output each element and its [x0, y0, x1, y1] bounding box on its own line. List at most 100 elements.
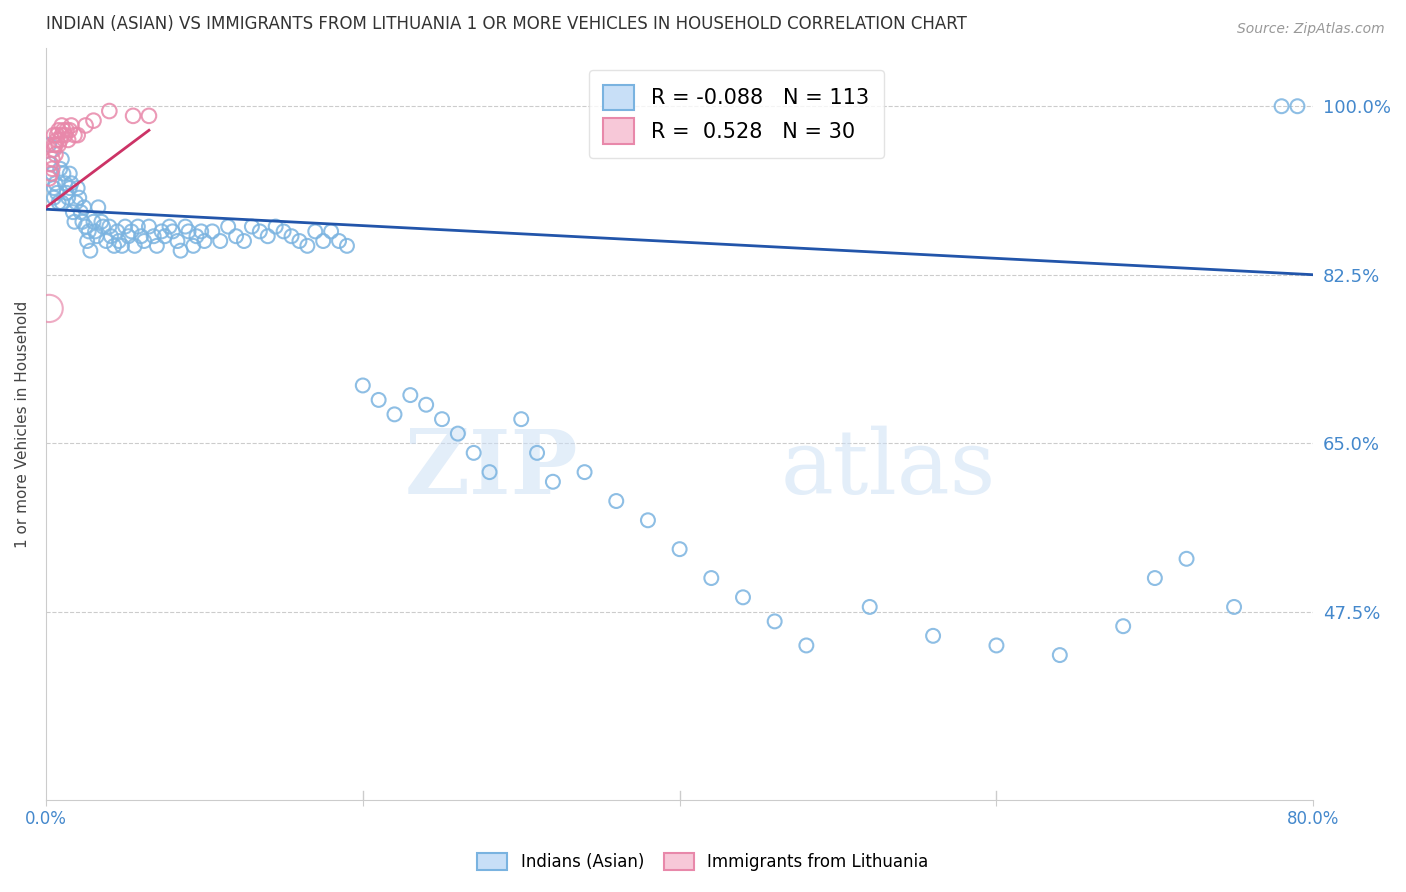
Point [63, 128, 86, 142]
Point [510, 412, 533, 426]
Point [399, 388, 422, 402]
Point [700, 571, 723, 585]
Point [42, 137, 65, 152]
Point [65, 195, 87, 210]
Point [280, 229, 302, 244]
Point [367, 392, 389, 407]
Point [87, 200, 110, 214]
Point [46, 128, 69, 142]
Point [177, 224, 200, 238]
Point [574, 465, 596, 479]
Point [60, 176, 83, 190]
Point [146, 239, 169, 253]
Point [41, 152, 63, 166]
Point [796, 639, 818, 653]
Point [186, 229, 208, 244]
Point [731, 591, 754, 605]
Point [108, 234, 131, 248]
Point [38, 137, 60, 152]
Point [62, 205, 84, 219]
Point [96, 234, 118, 248]
Point [51, 119, 73, 133]
Text: ZIP: ZIP [405, 425, 578, 513]
Point [169, 244, 191, 258]
Text: atlas: atlas [780, 425, 997, 513]
Legend: R = -0.088   N = 113, R =  0.528   N = 30: R = -0.088 N = 113, R = 0.528 N = 30 [589, 70, 884, 159]
Point [117, 229, 139, 244]
Point [288, 234, 311, 248]
Point [1223, 599, 1246, 614]
Point [193, 234, 215, 248]
Point [159, 219, 181, 234]
Point [217, 219, 239, 234]
Point [352, 378, 374, 392]
Legend: Indians (Asian), Immigrants from Lithuania: Indians (Asian), Immigrants from Lithuan… [470, 845, 936, 880]
Point [312, 234, 335, 248]
Point [84, 224, 107, 238]
Point [51, 195, 73, 210]
Point [668, 542, 690, 557]
Point [42, 128, 65, 142]
Point [72, 215, 94, 229]
Point [986, 639, 1008, 653]
Point [321, 224, 343, 238]
Point [209, 234, 232, 248]
Point [1175, 551, 1198, 566]
Point [138, 219, 160, 234]
Point [249, 224, 271, 238]
Point [42, 191, 65, 205]
Point [478, 465, 501, 479]
Point [264, 219, 287, 234]
Point [56, 191, 79, 205]
Point [44, 137, 66, 152]
Point [76, 234, 98, 248]
Point [73, 200, 96, 214]
Point [82, 113, 104, 128]
Point [190, 224, 212, 238]
Point [46, 186, 69, 200]
Point [100, 229, 122, 244]
Point [59, 167, 82, 181]
Point [240, 219, 263, 234]
Point [91, 219, 114, 234]
Point [55, 186, 77, 200]
Point [67, 191, 90, 205]
Point [1143, 571, 1166, 585]
Point [763, 615, 786, 629]
Point [124, 239, 146, 253]
Point [75, 119, 97, 133]
Point [98, 219, 121, 234]
Text: INDIAN (ASIAN) VS IMMIGRANTS FROM LITHUANIA 1 OR MORE VEHICLES IN HOUSEHOLD CORR: INDIAN (ASIAN) VS IMMIGRANTS FROM LITHUA… [46, 15, 967, 33]
Point [1271, 99, 1294, 113]
Point [114, 219, 136, 234]
Point [52, 167, 75, 181]
Point [328, 234, 350, 248]
Point [129, 229, 152, 244]
Text: Source: ZipAtlas.com: Source: ZipAtlas.com [1237, 22, 1385, 37]
Point [66, 128, 89, 142]
Point [605, 494, 627, 508]
Point [49, 133, 72, 147]
Point [90, 215, 112, 229]
Point [201, 224, 224, 238]
Point [66, 181, 89, 195]
Point [336, 239, 359, 253]
Point [98, 103, 121, 118]
Point [53, 128, 76, 142]
Point [59, 181, 82, 195]
Point [233, 234, 256, 248]
Point [415, 398, 437, 412]
Point [48, 195, 70, 210]
Point [77, 224, 100, 238]
Point [1286, 99, 1309, 113]
Point [134, 234, 156, 248]
Point [174, 219, 197, 234]
Point [384, 408, 406, 422]
Point [541, 475, 564, 489]
Point [122, 109, 145, 123]
Point [48, 123, 70, 137]
Point [304, 224, 326, 238]
Point [150, 224, 173, 238]
Point [42, 181, 65, 195]
Point [162, 224, 184, 238]
